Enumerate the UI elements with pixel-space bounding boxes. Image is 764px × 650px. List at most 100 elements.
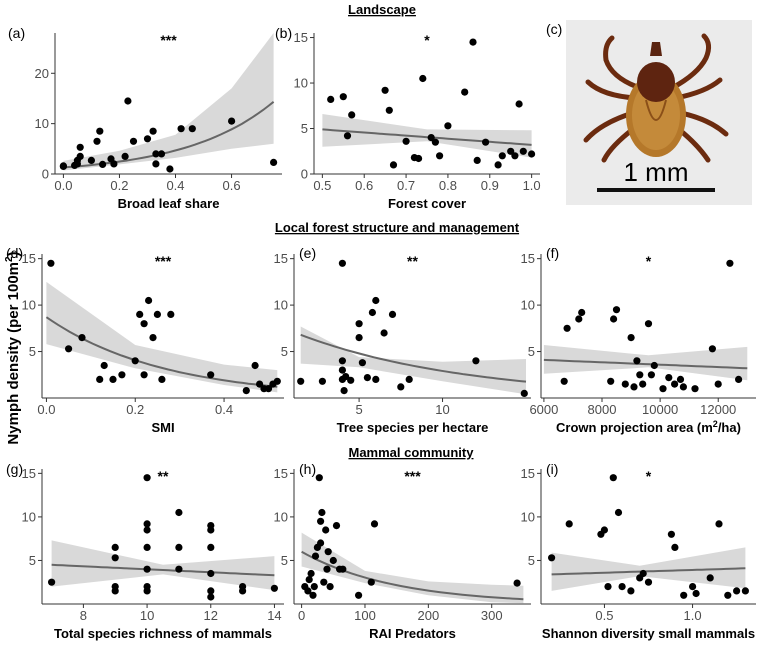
confidence-band-f xyxy=(543,345,748,381)
data-point xyxy=(511,152,519,160)
data-point xyxy=(305,576,313,584)
data-point xyxy=(207,587,215,595)
y-tick-label: 10 xyxy=(274,509,288,524)
tick-photo: 1 mm xyxy=(566,20,752,205)
data-point xyxy=(368,308,376,317)
data-point xyxy=(310,583,318,591)
x-tick-label: 0.0 xyxy=(54,178,72,193)
fit-line-i xyxy=(551,567,746,576)
data-point xyxy=(326,583,334,591)
panel-h: 0 100 200 300 5 10 15 RAI Predators *** (h) xyxy=(274,461,531,641)
fit-line-a xyxy=(63,101,275,169)
data-point xyxy=(175,565,183,573)
data-point xyxy=(507,147,515,155)
data-point xyxy=(419,74,427,83)
data-point xyxy=(157,150,166,158)
data-point xyxy=(706,574,714,582)
data-point xyxy=(264,385,273,393)
panel-label: (e) xyxy=(299,245,316,261)
x-tick-label: 1.0 xyxy=(523,178,541,193)
data-point xyxy=(311,552,320,560)
data-point xyxy=(304,587,312,595)
section-title-local: Local forest structure and management xyxy=(275,220,520,235)
data-point xyxy=(96,375,104,383)
confidence-band-g xyxy=(51,540,275,591)
data-point xyxy=(644,578,653,586)
data-point xyxy=(733,587,741,595)
y-tick-label: 10 xyxy=(22,298,36,313)
data-point xyxy=(494,161,502,169)
fit-line-g xyxy=(51,563,275,577)
significance-stars: *** xyxy=(155,253,172,269)
data-point xyxy=(270,158,278,166)
data-point xyxy=(397,383,405,391)
x-axis-label: Broad leaf share xyxy=(118,196,220,211)
data-point xyxy=(639,569,647,578)
data-point xyxy=(680,591,688,599)
data-point xyxy=(145,296,153,305)
data-point xyxy=(143,587,151,595)
data-point xyxy=(175,508,183,517)
data-point xyxy=(207,543,215,552)
fit-line-d xyxy=(45,316,278,388)
data-point xyxy=(388,310,397,318)
panel-d: 0.0 0.2 0.4 5 10 15 SMI *** (d) xyxy=(6,245,284,435)
y-tick-label: 10 xyxy=(294,76,308,91)
data-point xyxy=(48,578,56,586)
data-point xyxy=(121,152,129,160)
data-point xyxy=(639,380,647,388)
y-tick-label: 15 xyxy=(521,466,535,481)
x-tick-label: 300 xyxy=(481,608,503,623)
data-point xyxy=(143,526,151,534)
data-point xyxy=(323,565,331,573)
panel-label: (d) xyxy=(6,245,23,261)
data-point xyxy=(177,125,185,133)
data-point xyxy=(136,310,144,318)
panel-label: (g) xyxy=(6,461,23,477)
y-tick-label: 5 xyxy=(528,344,535,359)
x-tick-label: 10 xyxy=(140,608,154,623)
data-point xyxy=(96,127,104,135)
data-point xyxy=(692,589,700,598)
section-title-mammal: Mammal community xyxy=(349,445,475,460)
data-point xyxy=(239,587,247,595)
data-point xyxy=(380,329,388,337)
data-point xyxy=(469,38,477,46)
y-tick-label: 15 xyxy=(274,251,288,266)
data-point xyxy=(472,357,480,365)
data-point xyxy=(726,259,734,267)
data-point xyxy=(614,508,623,517)
data-point xyxy=(76,152,84,160)
fit-line-e xyxy=(300,333,527,383)
scale-bar xyxy=(597,188,715,192)
x-tick-label: 200 xyxy=(417,608,439,623)
x-tick-label: 100 xyxy=(354,608,376,623)
scale-bar-label: 1 mm xyxy=(624,157,689,187)
x-axis-label: SMI xyxy=(151,420,174,435)
x-tick-label: 10 xyxy=(435,402,449,417)
significance-stars: *** xyxy=(404,468,421,484)
data-point xyxy=(461,88,469,96)
shared-y-axis-label: Nymph density (per 100m2) xyxy=(4,251,22,444)
x-tick-label: 0.2 xyxy=(110,178,128,193)
data-point xyxy=(158,375,166,383)
data-point xyxy=(153,310,161,318)
data-point xyxy=(324,548,332,556)
data-point xyxy=(149,334,157,342)
x-tick-label: 0.6 xyxy=(355,178,373,193)
data-point xyxy=(340,387,348,395)
data-point xyxy=(691,385,699,393)
data-point xyxy=(520,389,528,397)
panel-f: 6000 8000 10000 12000 5 10 15 Crown projection … xyxy=(521,245,756,435)
section-title-landscape: Landscape xyxy=(348,2,416,17)
data-point xyxy=(242,387,250,395)
data-point xyxy=(671,380,679,388)
data-point xyxy=(152,160,160,168)
panel-label: (f) xyxy=(546,245,559,261)
data-point xyxy=(118,371,126,379)
x-tick-label: 14 xyxy=(267,608,281,623)
confidence-band-d xyxy=(46,281,278,393)
data-point xyxy=(87,156,95,164)
data-point xyxy=(343,132,352,140)
data-point xyxy=(355,591,363,599)
